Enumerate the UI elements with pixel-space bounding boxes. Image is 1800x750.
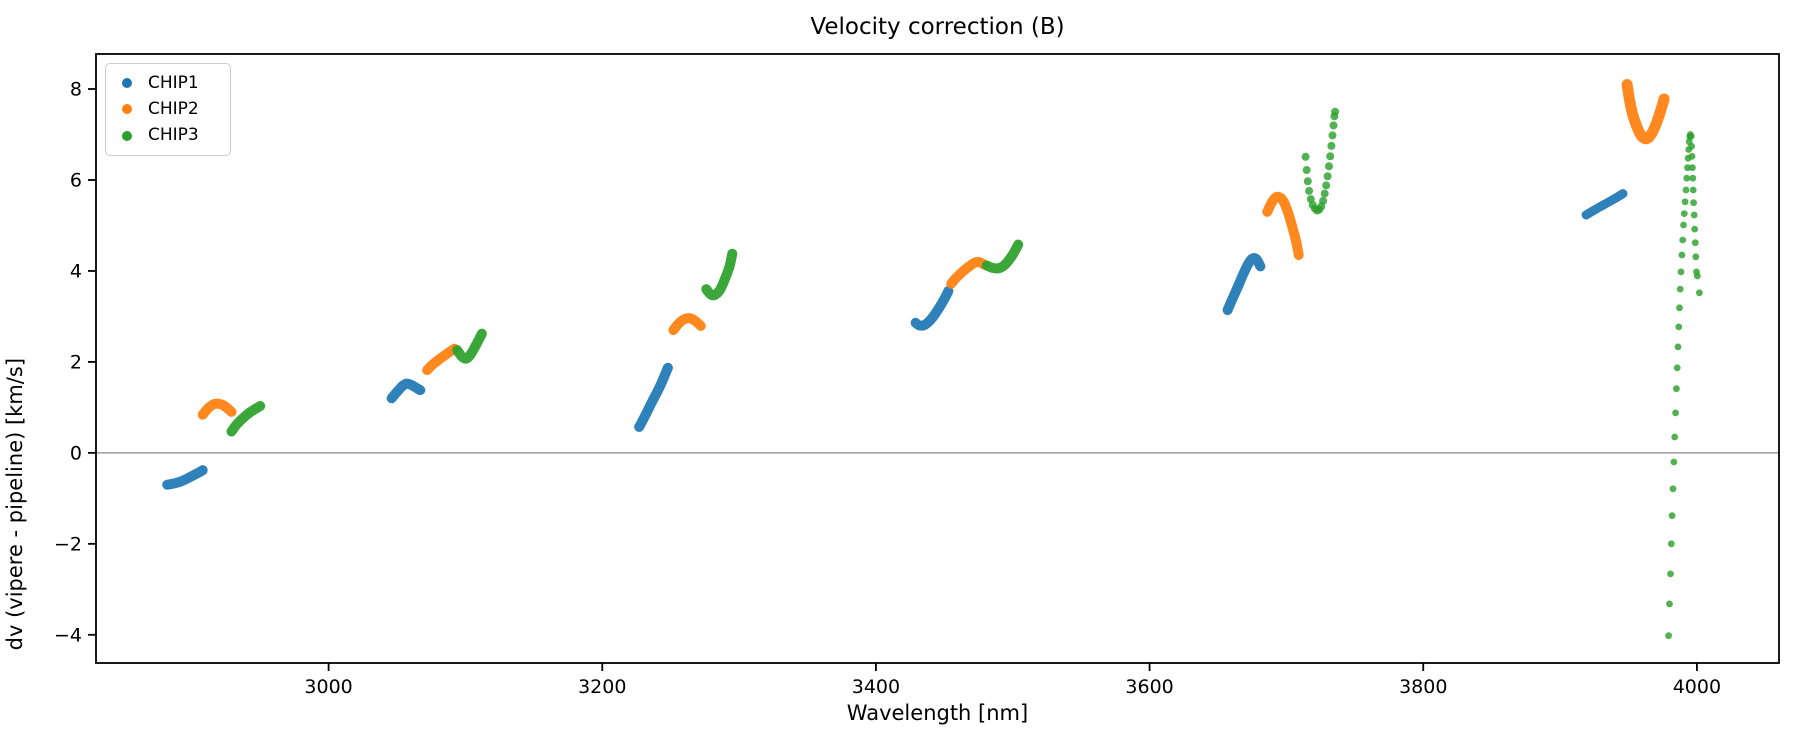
series-chip3-dot xyxy=(1690,211,1698,219)
series-chip3-dot xyxy=(1679,236,1687,244)
legend-item-chip3: CHIP3 xyxy=(122,123,230,149)
series-chip3-dot xyxy=(1674,343,1682,351)
x-tick-label: 3400 xyxy=(852,676,900,698)
series-chip3-dot xyxy=(1327,141,1336,150)
y-tick-label: 6 xyxy=(70,169,82,191)
legend-label-chip3: CHIP3 xyxy=(148,125,199,146)
series-chip3-dot xyxy=(1694,272,1701,280)
series-chip3-dot xyxy=(1303,177,1312,186)
series-chip3-dot xyxy=(1323,172,1332,181)
x-tick-label: 3200 xyxy=(578,676,626,698)
y-tick-label: 4 xyxy=(70,260,82,282)
series-chip3-dot xyxy=(1665,632,1672,640)
series-chip1-segment-4 xyxy=(1222,253,1266,316)
series-chip3-dot xyxy=(1670,458,1678,466)
series-chip3-dot xyxy=(1680,221,1687,229)
series-chip3-dot xyxy=(1667,570,1674,578)
series-chip3-dot xyxy=(1682,186,1690,194)
y-tick-label: −2 xyxy=(54,533,82,555)
series-chip2-segment-1 xyxy=(422,343,460,376)
x-tick-label: 3800 xyxy=(1399,676,1447,698)
y-tick-label: 0 xyxy=(70,442,82,464)
series-chip2-segment-0 xyxy=(197,398,237,420)
series-chip1-segment-2 xyxy=(634,362,673,432)
series-chip2-segment-2 xyxy=(668,313,706,336)
legend-item-chip2: CHIP2 xyxy=(122,96,230,122)
series-chip3-dot xyxy=(1320,189,1329,198)
series-chip3-dot xyxy=(1328,131,1337,140)
series-chip3-dot xyxy=(1688,152,1696,160)
series-chip3-dot xyxy=(1675,323,1683,331)
series-chip3-dot xyxy=(1691,225,1699,233)
series-chip3-dot xyxy=(1692,253,1700,261)
series-chip1-segment-1 xyxy=(386,378,426,404)
series-chip3-dot xyxy=(1676,304,1683,312)
series-chip3-dot xyxy=(1689,164,1696,172)
series-chip3-segment-1 xyxy=(452,328,487,364)
series-chip3-dot xyxy=(1689,186,1697,194)
series-chip3-dot xyxy=(1305,186,1314,195)
y-tick-label: 2 xyxy=(70,351,82,373)
series-chip3-dot xyxy=(1690,199,1697,207)
series-chip3-dot xyxy=(1689,174,1697,182)
y-axis-label-text: dv (vipere - pipeline) [km/s] xyxy=(3,357,27,651)
series-chip3-dot xyxy=(1319,196,1328,205)
series-chip3-dot xyxy=(1669,485,1677,493)
series-chip2-segment-4 xyxy=(1262,191,1304,260)
series-chip1-segment-0 xyxy=(162,465,208,490)
series-chip3-dot xyxy=(1681,198,1689,206)
series-chip3-dot xyxy=(1667,540,1675,548)
x-axis-label: Wavelength [nm] xyxy=(846,701,1029,725)
legend-item-chip1: CHIP1 xyxy=(122,70,230,96)
series-chip3-segment-2 xyxy=(701,248,738,301)
legend-label-chip2: CHIP2 xyxy=(148,98,199,119)
series-chip3-dot xyxy=(1671,433,1679,441)
chip2-marker-icon xyxy=(122,104,132,115)
series-chip3-dot xyxy=(1678,251,1686,259)
series-chip1-segment-3 xyxy=(910,286,954,331)
series-chip3-dot xyxy=(1331,107,1340,116)
series-chip3-dot xyxy=(1326,152,1335,161)
series-chip3-segment-3 xyxy=(981,239,1024,274)
series-chip3-dot xyxy=(1676,285,1684,293)
series-chip3-dot xyxy=(1301,152,1310,161)
y-tick-label: −4 xyxy=(54,624,82,646)
series-chip3-dot xyxy=(1322,181,1331,190)
series-chip3-dot xyxy=(1325,162,1333,171)
series-chip3-dot xyxy=(1677,268,1685,276)
plot-border xyxy=(95,53,1780,664)
x-tick-label: 4000 xyxy=(1673,676,1721,698)
series-chip3-dot xyxy=(1684,164,1691,172)
chart-title: Velocity correction (B) xyxy=(810,14,1065,40)
legend: CHIP1 CHIP2 CHIP3 xyxy=(105,63,231,156)
series-chip3-dot xyxy=(1302,166,1311,174)
series-chip3-dot xyxy=(1329,121,1338,130)
series-chip3-dot xyxy=(1673,385,1680,393)
series-chip2-segment-5 xyxy=(1621,79,1670,145)
x-tick-label: 3000 xyxy=(304,676,352,698)
series-chip3-dot xyxy=(1666,600,1673,608)
series-chip3-dot xyxy=(1668,512,1676,519)
series-chip3-dot xyxy=(1683,174,1691,182)
chip1-marker-icon xyxy=(122,78,132,89)
legend-label-chip1: CHIP1 xyxy=(148,72,199,93)
series-chip1-segment-5 xyxy=(1581,189,1628,220)
series-chip3-dot xyxy=(1673,364,1681,372)
series-chip3-dot xyxy=(1688,142,1695,150)
series-chip3-segment-0 xyxy=(226,401,266,437)
series-chip3-dot xyxy=(1691,239,1699,247)
series-chip3-dot xyxy=(1680,210,1688,218)
series-chip3-dot xyxy=(1687,132,1695,140)
series-chip3-dot xyxy=(1696,289,1703,297)
series-chip3-dot xyxy=(1672,409,1679,417)
series-chip2-segment-3 xyxy=(946,256,989,289)
chip3-marker-icon xyxy=(122,130,132,141)
y-tick-label: 8 xyxy=(70,79,82,101)
x-tick-label: 3600 xyxy=(1125,676,1173,698)
